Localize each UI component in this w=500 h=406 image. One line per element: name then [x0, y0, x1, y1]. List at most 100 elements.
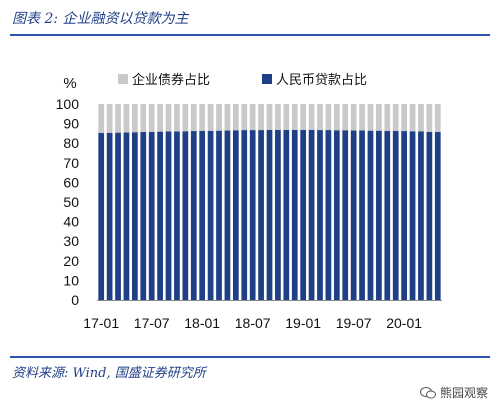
bar-loan — [367, 130, 374, 300]
bar-bond — [207, 104, 214, 131]
y-tick-label: 80 — [63, 135, 79, 151]
y-tick-label: 60 — [63, 174, 79, 190]
x-tick-label: 17-01 — [83, 315, 119, 331]
bar-loan — [325, 130, 332, 300]
y-tick-label: 50 — [63, 194, 79, 210]
bar-bond — [132, 104, 138, 133]
bar-loan — [148, 131, 155, 300]
y-tick-label: 10 — [63, 272, 79, 288]
bar-loan — [283, 129, 290, 300]
top-rule — [10, 34, 490, 36]
bar-bond — [123, 104, 130, 133]
bar-bond — [359, 104, 365, 131]
bar-loan — [308, 129, 315, 300]
bar-loan — [418, 131, 424, 300]
bar-bond — [317, 104, 323, 131]
bar-bond — [434, 104, 441, 133]
bar-loan — [333, 130, 340, 300]
bar-bond — [115, 104, 121, 133]
bar-loan — [190, 131, 197, 300]
y-tick-label: 100 — [56, 96, 80, 112]
bar-bond — [148, 104, 155, 132]
bar-loan — [165, 131, 172, 300]
bar-loan — [140, 132, 147, 300]
x-tick-label: 18-07 — [235, 315, 271, 331]
bar-loan — [384, 130, 391, 300]
source-note: 资料来源: Wind, 国盛证券研究所 — [12, 366, 206, 381]
bar-bond — [409, 104, 416, 132]
bar-bond — [157, 104, 163, 132]
stacked-bar-chart: % 企业债券占比 人民币贷款占比 0102030405060708090100 … — [56, 72, 442, 331]
bar-bond — [232, 104, 239, 131]
bar-loan — [232, 130, 239, 300]
bar-bond — [401, 104, 407, 132]
bar-loan — [157, 131, 163, 300]
bar-loan — [132, 132, 138, 300]
bar-loan — [376, 130, 382, 300]
bar-bond — [249, 104, 256, 131]
bars — [98, 104, 441, 300]
bar-bond — [376, 104, 382, 131]
bar-loan — [106, 132, 113, 300]
legend-swatch-loan — [262, 74, 272, 84]
y-tick-label: 90 — [63, 116, 79, 132]
bar-bond — [182, 104, 189, 132]
x-tick-label: 17-07 — [134, 315, 170, 331]
bar-bond — [106, 104, 113, 133]
bar-loan — [426, 131, 433, 300]
bar-loan — [258, 130, 264, 300]
y-tick-label: 0 — [71, 292, 79, 308]
bar-bond — [241, 104, 248, 131]
bar-bond — [384, 104, 391, 131]
bar-loan — [199, 130, 206, 300]
bar-loan — [300, 129, 307, 300]
bar-bond — [333, 104, 340, 131]
bar-bond — [174, 104, 180, 132]
bar-bond — [224, 104, 231, 131]
bar-loan — [342, 130, 349, 300]
figure-title: 图表 2: 企业融资以贷款为主 — [12, 11, 189, 27]
legend-label-loan: 人民币贷款占比 — [276, 73, 367, 88]
y-tick-label: 30 — [63, 233, 79, 249]
bar-loan — [224, 130, 231, 300]
bar-loan — [98, 133, 105, 300]
bar-bond — [350, 104, 357, 131]
bar-loan — [207, 130, 214, 300]
y-tick-label: 70 — [63, 155, 79, 171]
bar-loan — [174, 131, 180, 300]
legend-swatch-bond — [118, 74, 128, 84]
x-tick-label: 18-01 — [184, 315, 220, 331]
bar-bond — [258, 104, 264, 131]
bar-loan — [409, 131, 416, 300]
wechat-icon — [419, 386, 436, 398]
y-tick-label: 40 — [63, 214, 79, 230]
y-tick-label: 20 — [63, 253, 79, 269]
bar-bond — [199, 104, 206, 131]
bar-bond — [291, 104, 298, 130]
bar-bond — [392, 104, 399, 131]
bar-bond — [426, 104, 433, 132]
watermark: 熊园观察 — [419, 384, 488, 401]
bar-bond — [300, 104, 307, 130]
x-tick-label: 19-07 — [336, 315, 372, 331]
bar-bond — [283, 104, 290, 130]
x-axis: 17-01 17-07 18-01 18-07 19-01 19-07 20-01 — [83, 300, 442, 331]
bar-bond — [418, 104, 424, 132]
bar-loan — [115, 132, 121, 300]
bar-loan — [401, 131, 407, 300]
bar-loan — [317, 130, 323, 300]
bar-bond — [308, 104, 315, 130]
bar-bond — [325, 104, 332, 131]
x-tick-label: 19-01 — [285, 315, 321, 331]
y-unit-label: % — [63, 75, 76, 92]
bar-loan — [216, 130, 222, 300]
y-axis: 0 10 20 30 40 50 60 70 80 90 100 — [56, 96, 80, 308]
x-tick-label: 20-01 — [386, 315, 422, 331]
bar-bond — [165, 104, 172, 132]
bar-bond — [140, 104, 147, 133]
legend-label-bond: 企业债券占比 — [132, 72, 210, 88]
bar-loan — [241, 130, 248, 300]
bar-loan — [266, 129, 273, 300]
bar-loan — [182, 131, 189, 300]
bar-bond — [342, 104, 349, 131]
